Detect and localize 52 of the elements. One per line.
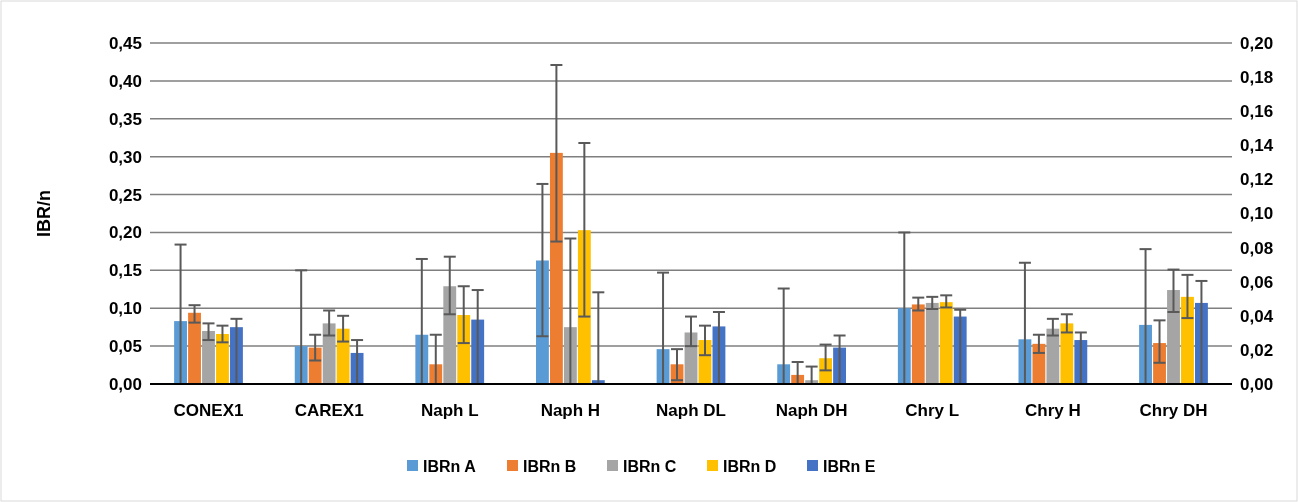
- bar: [939, 302, 953, 384]
- legend-label: IBRn B: [523, 457, 577, 475]
- bar: [1046, 328, 1060, 384]
- bar: [188, 312, 201, 384]
- bar: [202, 330, 215, 384]
- x-tick-label: CAREX1: [294, 401, 364, 420]
- legend-label: IBRn D: [723, 457, 777, 475]
- bar: [336, 328, 350, 384]
- bar: [911, 304, 925, 384]
- legend-label: IBRn E: [823, 457, 876, 475]
- legend-label: IBRn A: [423, 457, 477, 475]
- y2-tick-label: 0,08: [1240, 238, 1274, 258]
- y2-tick-label: 0,00: [1240, 374, 1274, 394]
- y-tick-label: 0,35: [108, 109, 142, 129]
- y2-tick-label: 0,02: [1240, 340, 1274, 360]
- y-tick-label: 0,30: [108, 147, 142, 167]
- bar: [216, 333, 229, 384]
- y2-tick-label: 0,06: [1240, 272, 1274, 292]
- y2-tick-label: 0,16: [1240, 102, 1274, 122]
- bar: [1181, 296, 1194, 384]
- y-tick-label: 0,45: [108, 33, 142, 53]
- x-tick-label: Naph DH: [775, 401, 848, 420]
- y-tick-label: 0,15: [108, 261, 142, 281]
- x-tick-label: Naph DL: [656, 401, 726, 420]
- y-tick-label: 0,10: [108, 299, 142, 319]
- y2-tick-label: 0,04: [1240, 306, 1274, 326]
- bar: [1167, 290, 1180, 384]
- y2-tick-label: 0,18: [1240, 68, 1274, 88]
- x-tick-label: Naph H: [540, 401, 601, 420]
- y-tick-label: 0,05: [108, 337, 142, 357]
- y2-tick-label: 0,12: [1240, 170, 1274, 190]
- y-tick-label: 0,20: [108, 223, 142, 243]
- y-tick-label: 0,40: [108, 71, 142, 91]
- y-tick-label: 0,00: [108, 374, 142, 394]
- bar: [549, 152, 563, 384]
- y2-tick-label: 0,10: [1240, 204, 1274, 224]
- bar: [322, 323, 336, 384]
- bar: [1032, 343, 1046, 384]
- x-tick-label: Naph L: [420, 401, 479, 420]
- y2-tick-label: 0,20: [1240, 33, 1274, 53]
- bar: [1060, 323, 1074, 384]
- x-tick-label: Chry L: [905, 401, 960, 420]
- x-tick-label: Chry H: [1025, 401, 1081, 420]
- y-tick-label: 0,25: [108, 185, 142, 205]
- bar: [925, 302, 939, 384]
- bar: [443, 286, 457, 384]
- x-tick-label: CONEX1: [173, 401, 244, 420]
- legend-label: IBRn C: [623, 457, 677, 475]
- y2-tick-label: 0,14: [1240, 136, 1274, 156]
- bar: [457, 315, 471, 384]
- x-tick-label: Chry DH: [1139, 401, 1208, 420]
- y-axis-title: IBR/n: [34, 190, 54, 237]
